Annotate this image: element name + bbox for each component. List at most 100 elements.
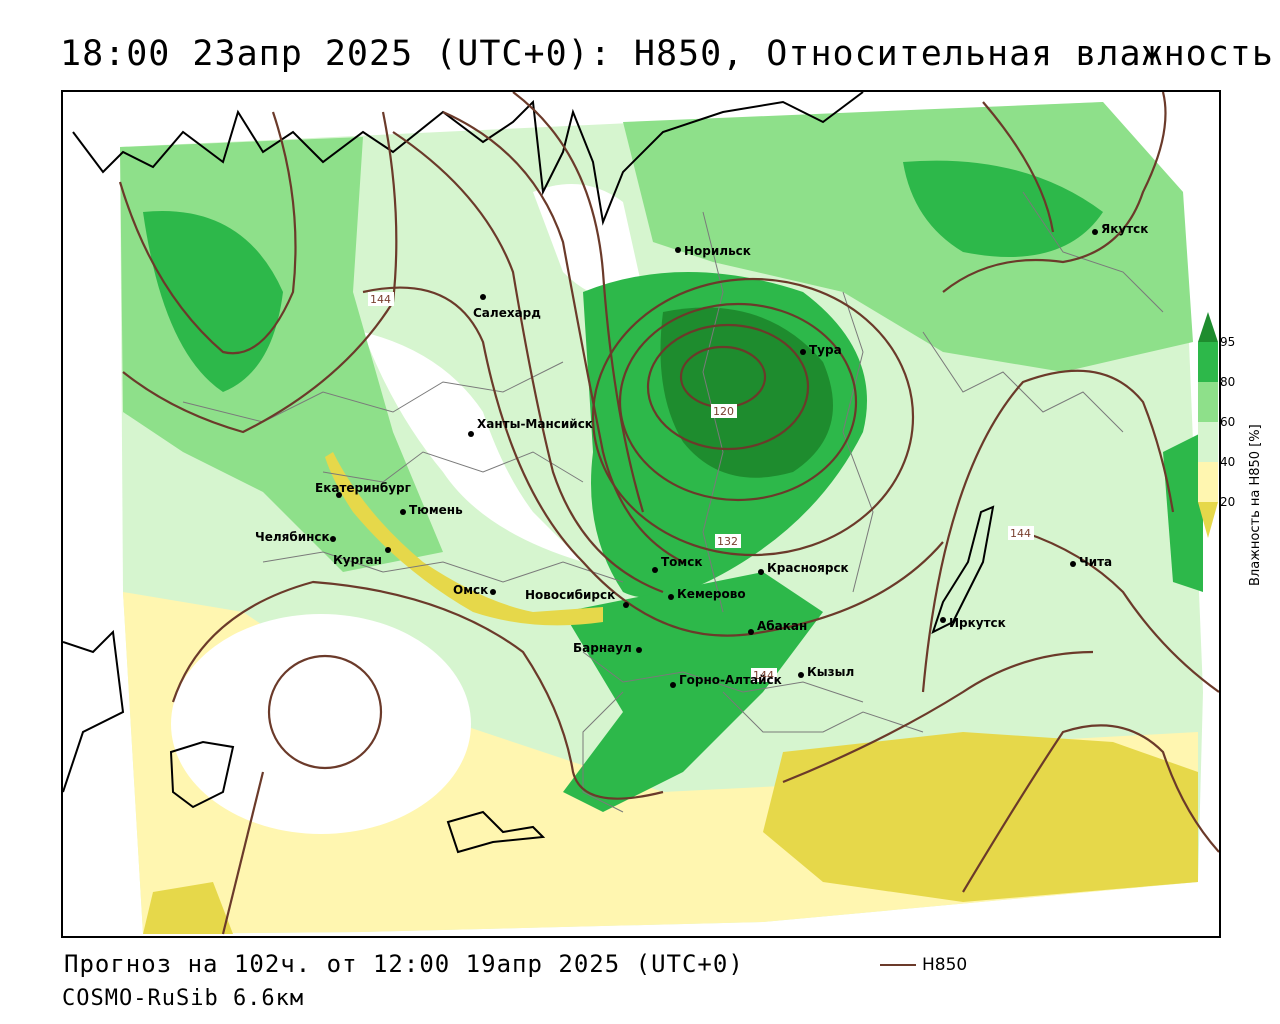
svg-text:Абакан: Абакан: [757, 619, 807, 633]
aral-sea: [169, 740, 235, 809]
isoline-legend: H850: [880, 955, 967, 975]
svg-text:Ханты-Мансийск: Ханты-Мансийск: [477, 417, 593, 431]
city-irkutsk: Иркутск: [940, 616, 1006, 630]
humid-zone-east: [1163, 432, 1203, 592]
colorbar-bottom-arrow: [1198, 502, 1218, 538]
svg-text:Иркутск: Иркутск: [949, 616, 1006, 630]
map-canvas: 144 120 132 144 144 Норильск Якутск Сале…: [63, 92, 1219, 935]
city-abakan: Абакан: [748, 619, 807, 635]
svg-text:Кызыл: Кызыл: [807, 665, 854, 679]
humid-zone-west-core: [143, 211, 283, 392]
dry-pocket-north: [533, 184, 643, 299]
city-chita: Чита: [1070, 555, 1112, 569]
colorbar-segment-40-60: [1198, 422, 1218, 462]
city-norilsk: Норильск: [675, 244, 751, 258]
svg-text:Челябинск: Челябинск: [255, 530, 330, 544]
isoline-label: 132: [717, 535, 738, 548]
city-yakutsk: Якутск: [1092, 222, 1148, 236]
isoline-se-2: [962, 724, 1219, 893]
svg-text:Тюмень: Тюмень: [409, 503, 463, 517]
lake-balkhash: [446, 810, 546, 854]
very-dry-zone: [763, 732, 1198, 902]
isoline-label: 144: [753, 669, 774, 682]
humid-zone-north: [623, 102, 1193, 372]
lake-baikal: [931, 505, 995, 634]
isoline-south: [171, 580, 664, 800]
city-barnaul: Барнаул: [573, 641, 642, 655]
forecast-info: Прогноз на 102ч. от 12:00 19апр 2025 (UT…: [64, 950, 744, 978]
coastlines: [63, 92, 995, 854]
svg-text:Якутск: Якутск: [1101, 222, 1148, 236]
isoline-high-west: [267, 654, 383, 770]
svg-text:Горно-Алтайск: Горно-Алтайск: [679, 673, 782, 687]
colorbar-tick: 95: [1220, 335, 1235, 349]
svg-text:Томск: Томск: [661, 555, 703, 569]
isoline-center-4: [512, 92, 645, 513]
svg-text:Омск: Омск: [453, 583, 488, 597]
city-tomsk: Томск: [652, 555, 703, 573]
city-markers: Норильск Якутск Салехард Тура Ханты-Манс…: [255, 222, 1148, 688]
colorbar-tick: 80: [1220, 375, 1235, 389]
isoline-south-2: [221, 771, 265, 935]
isoline-west-2: [122, 111, 398, 434]
svg-text:Норильск: Норильск: [684, 244, 751, 258]
isoline-low-4: [591, 277, 915, 557]
svg-text:Чита: Чита: [1079, 555, 1112, 569]
colorbar-tick: 20: [1220, 495, 1235, 509]
city-gorno-altaysk: Горно-Алтайск: [670, 673, 782, 688]
colorbar-segment-60-80: [1198, 382, 1218, 422]
region-borders: [182, 191, 1164, 813]
h850-isolines: [118, 92, 1219, 935]
svg-text:Тура: Тура: [809, 343, 842, 357]
colorbar-tick: 40: [1220, 455, 1235, 469]
city-tura: Тура: [800, 343, 842, 357]
city-kemerovo: Кемерово: [668, 587, 746, 601]
city-chelyabinsk: Челябинск: [255, 530, 336, 544]
very-dry-zone-2: [143, 882, 233, 934]
isoline-label: 120: [713, 405, 734, 418]
colorbar-segment-80-95: [1198, 342, 1218, 382]
humid-zone-ne: [903, 160, 1103, 257]
city-kurgan: Курган: [333, 547, 391, 567]
dry-band: [325, 452, 603, 626]
colorbar-top-arrow: [1198, 312, 1218, 342]
svg-text:Красноярск: Красноярск: [767, 561, 849, 575]
svg-text:Кемерово: Кемерово: [677, 587, 746, 601]
legend-line-swatch: [880, 964, 916, 966]
svg-text:Новосибирск: Новосибирск: [525, 588, 615, 602]
isoline-low-3: [618, 302, 858, 502]
isoline-east-2: [942, 92, 1167, 293]
svg-text:Салехард: Салехард: [473, 306, 541, 320]
isoline-east-1: [921, 369, 1175, 693]
isoline-label: 144: [370, 293, 391, 306]
svg-text:Барнаул: Барнаул: [573, 641, 632, 655]
legend-label: H850: [922, 955, 968, 975]
colorbar-title: Влажность на H850 [%]: [1248, 424, 1263, 586]
isoline-center-1: [362, 286, 944, 637]
city-yekaterinburg: Екатеринбург: [315, 481, 411, 498]
city-salekhard: Салехард: [473, 294, 541, 320]
isoline-labels: 144 120 132 144 144: [368, 292, 1034, 682]
isoline-west-1: [118, 111, 297, 355]
svg-text:Екатеринбург: Екатеринбург: [315, 481, 411, 495]
city-kyzyl: Кызыл: [798, 665, 854, 679]
map-title: 18:00 23апр 2025 (UTC+0): H850, Относите…: [60, 34, 1274, 74]
isoline-label: 144: [1010, 527, 1031, 540]
weather-map: 144 120 132 144 144 Норильск Якутск Сале…: [61, 90, 1221, 938]
svg-text:Курган: Курган: [333, 553, 382, 567]
isoline-center-3: [442, 110, 684, 563]
humidity-colorbar: 95 80 60 40 20: [1198, 312, 1235, 538]
border-west: [63, 629, 125, 793]
city-omsk: Омск: [453, 583, 496, 597]
city-tyumen: Тюмень: [400, 503, 463, 517]
isoline-mongolia: [782, 650, 1094, 784]
isoline-ne: [982, 101, 1055, 233]
dry-pocket-central: [363, 332, 583, 562]
isoline-center-2: [392, 131, 664, 594]
colorbar-tick: 60: [1220, 415, 1235, 429]
isoline-low-2: [646, 323, 810, 451]
coastline-north: [72, 92, 864, 226]
isoline-se-1: [1022, 530, 1219, 693]
city-khanty-mansiysk: Ханты-Мансийск: [468, 417, 593, 437]
dry-pocket-west: [171, 614, 471, 834]
